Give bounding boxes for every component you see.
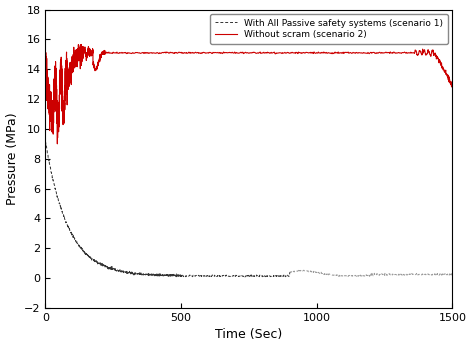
Without scram (scenario 2) (42, 52, 48, 57)
X-axis label: Time (Sec): Time (Sec) (215, 329, 283, 341)
Without scram (scenario 2) (78, 42, 84, 46)
Without scram (scenario 2) (79, 54, 84, 58)
Without scram (scenario 2) (181, 51, 187, 55)
Without scram (scenario 2) (70, 67, 76, 71)
With All Passive safety systems (scenario 1) (118, 269, 124, 273)
With All Passive safety systems (scenario 1) (104, 265, 110, 269)
With All Passive safety systems (scenario 1) (42, 140, 48, 144)
Without scram (scenario 2) (54, 142, 60, 146)
With All Passive safety systems (scenario 1) (197, 275, 203, 279)
Without scram (scenario 2) (49, 110, 54, 114)
With All Passive safety systems (scenario 1) (287, 270, 293, 274)
Without scram (scenario 2) (450, 84, 455, 88)
Legend: With All Passive safety systems (scenario 1), Without scram (scenario 2): With All Passive safety systems (scenari… (210, 14, 448, 44)
Without scram (scenario 2) (63, 85, 69, 89)
With All Passive safety systems (scenario 1) (169, 272, 175, 277)
Line: With All Passive safety systems (scenario 1): With All Passive safety systems (scenari… (45, 142, 290, 277)
With All Passive safety systems (scenario 1) (98, 262, 103, 266)
Y-axis label: Pressure (MPa): Pressure (MPa) (6, 112, 18, 205)
With All Passive safety systems (scenario 1) (167, 273, 173, 277)
Line: Without scram (scenario 2): Without scram (scenario 2) (45, 44, 453, 144)
With All Passive safety systems (scenario 1) (190, 273, 196, 277)
Without scram (scenario 2) (72, 57, 77, 61)
